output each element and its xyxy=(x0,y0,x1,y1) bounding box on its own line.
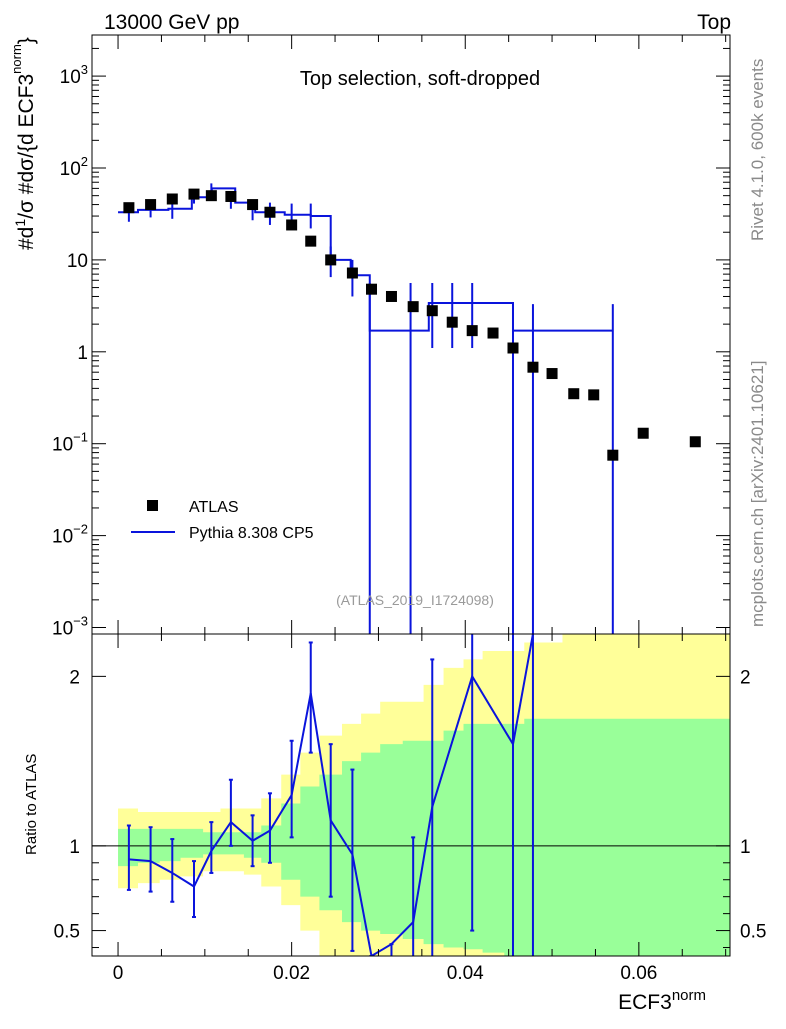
main-y-tick-base: 10 xyxy=(60,159,81,180)
main-y-tick-base: 10 xyxy=(52,435,73,456)
main-y-tick-label: 10−1 xyxy=(52,430,88,456)
ratio-panel-content xyxy=(92,634,730,956)
data-point xyxy=(247,199,259,211)
data-point xyxy=(527,361,539,373)
data-point xyxy=(166,193,178,205)
x-axis-label-sup: norm xyxy=(672,987,706,1004)
data-point xyxy=(546,368,558,380)
data-point xyxy=(366,283,378,295)
data-point xyxy=(123,202,135,214)
ratio-ylabel: Ratio to ATLAS xyxy=(23,754,40,855)
data-point xyxy=(305,235,317,247)
main-y-tick-base: 10 xyxy=(67,251,88,272)
main-y-tick-label: 10 xyxy=(67,251,88,272)
data-point xyxy=(607,449,619,461)
data-point xyxy=(385,290,397,302)
ratio-y-tick-label-right: 2 xyxy=(740,667,751,688)
mc-histogram-line xyxy=(118,187,613,332)
ratio-y-tick-label: 0.5 xyxy=(54,922,80,943)
x-axis-label: ECF3norm xyxy=(618,987,706,1014)
data-point xyxy=(689,436,701,448)
main-y-tick-exp: −1 xyxy=(73,430,88,445)
main-y-tick-exp: 2 xyxy=(81,154,88,169)
main-ylabel-part: /σ #dσ/{d ECF3 xyxy=(15,74,38,219)
main-ylabel-part: } xyxy=(15,37,38,44)
x-tick-label: 0 xyxy=(113,963,124,984)
x-axis-label-main: ECF3 xyxy=(618,991,672,1014)
main-plot-title: Top selection, soft-dropped xyxy=(300,68,540,90)
ratio-y-tick-label: 1 xyxy=(69,837,80,858)
main-ylabel-text: #d1/σ #dσ/{d ECF3norm} xyxy=(9,37,38,250)
main-ylabel-part: norm xyxy=(9,44,24,74)
analysis-watermark: (ATLAS_2019_I1724098) xyxy=(336,592,494,608)
process-label: Top xyxy=(697,11,731,34)
ratio-inner-band xyxy=(118,718,730,956)
main-panel-content xyxy=(118,183,701,634)
x-tick-label: 0.02 xyxy=(273,963,310,984)
data-point xyxy=(145,199,157,211)
legend-mc-label: Pythia 8.308 CP5 xyxy=(189,525,314,542)
ratio-y-tick-label-right: 0.5 xyxy=(740,922,766,943)
ratio-y-tick-label: 2 xyxy=(69,667,80,688)
data-point xyxy=(426,305,438,317)
data-point xyxy=(205,190,217,202)
data-point xyxy=(588,389,600,401)
data-point xyxy=(286,219,298,231)
ratio-y-tick-label-right: 1 xyxy=(740,837,751,858)
data-point xyxy=(487,327,499,339)
main-y-tick-exp: −2 xyxy=(73,522,88,537)
data-point xyxy=(325,254,337,266)
main-y-tick-exp: 3 xyxy=(81,62,88,77)
data-point xyxy=(466,325,478,337)
ratio-panel-axes: 0.5 0.5 1 1 2 2 0 0.02 0.04 0.06 xyxy=(54,634,766,984)
mcplots-reference-label: mcplots.cern.ch [arXiv:2401.10621] xyxy=(748,361,767,627)
data-point xyxy=(346,267,358,279)
main-y-tick-label: 10−2 xyxy=(52,522,88,548)
rivet-version-label: Rivet 4.1.0, 600k events xyxy=(748,59,767,241)
legend-data-label: ATLAS xyxy=(189,499,239,516)
main-ylabel: #d1/σ #dσ/{d ECF3norm} xyxy=(9,37,38,250)
main-y-tick-base: 10 xyxy=(60,67,81,88)
data-point xyxy=(225,190,237,202)
data-point xyxy=(637,427,649,439)
main-y-tick-base: 10 xyxy=(52,527,73,548)
ratio-panel-frame xyxy=(91,633,731,957)
main-ylabel-part: 1 xyxy=(12,219,28,227)
data-point xyxy=(568,388,580,400)
main-y-tick-base: 10 xyxy=(52,619,73,640)
main-ylabel-part: #d xyxy=(15,227,38,250)
data-point xyxy=(446,316,458,328)
energy-label: 13000 GeV pp xyxy=(104,11,239,34)
data-point xyxy=(264,206,276,218)
data-point xyxy=(188,188,200,200)
legend-data-marker xyxy=(147,500,158,511)
x-tick-label: 0.04 xyxy=(447,963,484,984)
data-point xyxy=(507,342,519,354)
main-y-tick-label: 103 xyxy=(60,62,88,88)
data-point xyxy=(407,301,419,313)
main-y-tick-label: 10−3 xyxy=(52,614,88,640)
main-y-tick-base: 1 xyxy=(77,343,88,364)
main-y-tick-label: 102 xyxy=(60,154,88,180)
x-tick-label: 0.06 xyxy=(620,963,657,984)
main-y-tick-exp: −3 xyxy=(73,614,88,629)
legend: ATLAS Pythia 8.308 CP5 xyxy=(131,499,314,542)
main-y-tick-label: 1 xyxy=(77,343,88,364)
